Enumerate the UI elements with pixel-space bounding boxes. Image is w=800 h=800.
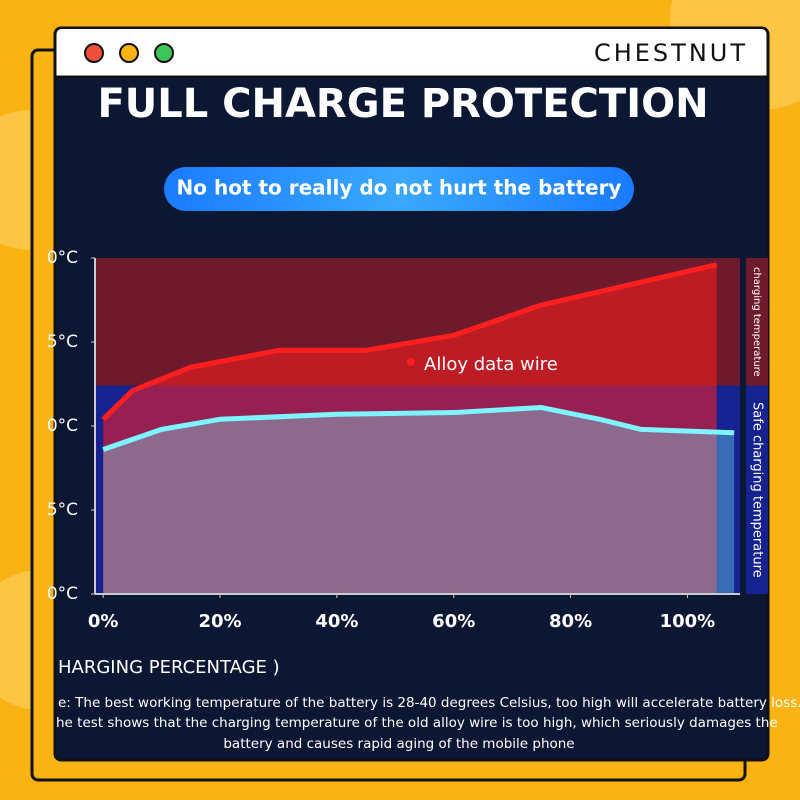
x-tick-label: 40%	[315, 611, 358, 632]
zone-label: charging temperature	[751, 267, 762, 377]
y-tick-label: 5°C	[47, 332, 78, 352]
x-tick-label: 20%	[198, 611, 241, 632]
legend-label: Alloy data wire	[424, 354, 558, 375]
brand: CHESTNUT	[594, 39, 748, 67]
line	[101, 262, 718, 422]
close-dot[interactable]	[84, 43, 104, 63]
zone-tab	[746, 258, 768, 386]
legend-dot	[407, 358, 415, 366]
subtitle-pill	[164, 167, 634, 211]
zone-label: Safe charging temperature	[750, 402, 765, 578]
line	[102, 405, 735, 452]
y-tick-label: 0°C	[47, 248, 78, 268]
area	[103, 264, 717, 594]
x-tick-label: 0%	[88, 611, 119, 632]
title-bar	[56, 29, 767, 76]
x-tick-label: 100%	[660, 611, 716, 632]
x-tick-label: 80%	[549, 611, 592, 632]
area	[103, 407, 735, 594]
subtitle: No hot to really do not hurt the battery	[177, 176, 622, 200]
note: e: The best working temperature of the b…	[58, 695, 800, 711]
note: battery and causes rapid aging of the mo…	[223, 736, 574, 752]
note: he test shows that the charging temperat…	[56, 715, 778, 731]
zone-tab	[746, 385, 768, 594]
x-tick-label: 60%	[432, 611, 475, 632]
y-tick-label: 5°C	[47, 500, 78, 520]
minimize-dot[interactable]	[119, 43, 139, 63]
chart-title: FULL CHARGE PROTECTION	[97, 81, 708, 127]
y-tick-label: 0°C	[47, 416, 78, 436]
maximize-dot[interactable]	[154, 43, 174, 63]
y-tick-label: 0°C	[47, 584, 78, 604]
x-axis-label: HARGING PERCENTAGE )	[58, 657, 280, 678]
